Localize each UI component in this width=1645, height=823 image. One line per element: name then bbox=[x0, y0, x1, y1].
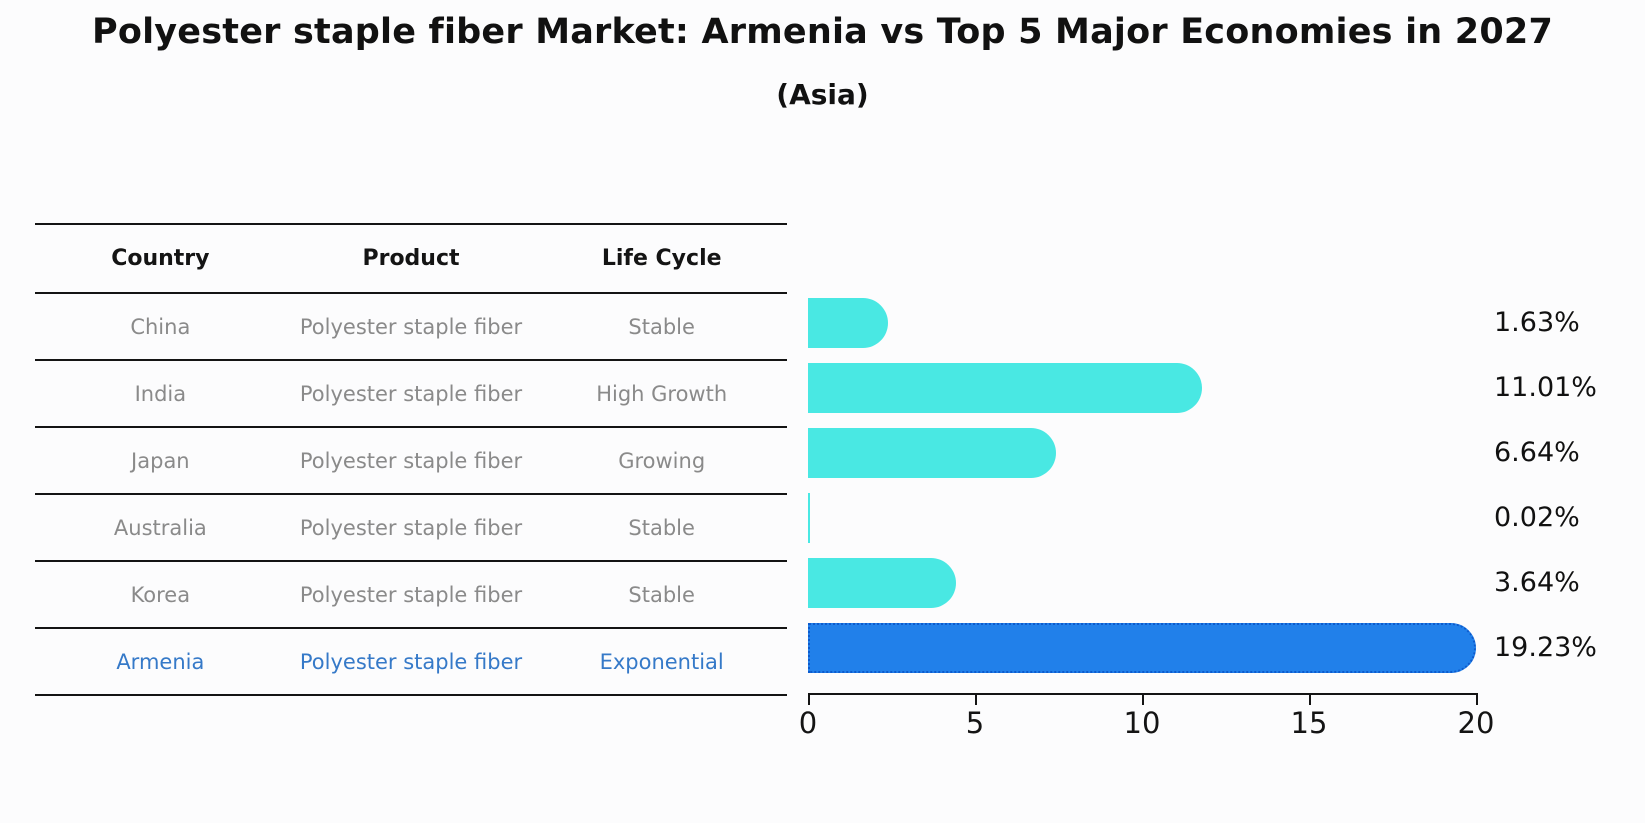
table-body: China Polyester staple fiber Stable Indi… bbox=[35, 294, 787, 696]
table-header-row: Country Product Life Cycle bbox=[35, 225, 787, 294]
cell-product: Polyester staple fiber bbox=[299, 448, 523, 473]
bar-india bbox=[808, 363, 1202, 413]
bar-japan bbox=[808, 428, 1056, 478]
column-header-life-cycle: Life Cycle bbox=[601, 246, 722, 271]
cell-product: Polyester staple fiber bbox=[299, 649, 523, 674]
country-table: Country Product Life Cycle China Polyest… bbox=[35, 223, 787, 696]
table-row: China Polyester staple fiber Stable bbox=[35, 294, 787, 361]
value-label-korea: 3.64% bbox=[1494, 567, 1580, 598]
value-label-china: 1.63% bbox=[1494, 307, 1580, 338]
value-label-japan: 6.64% bbox=[1494, 437, 1580, 468]
chart-subtitle: (Asia) bbox=[776, 78, 869, 111]
column-header-country: Country bbox=[111, 246, 210, 271]
cell-country: India bbox=[134, 381, 187, 406]
x-tick-label-10: 10 bbox=[1123, 706, 1161, 740]
cell-life-cycle: Stable bbox=[628, 582, 695, 607]
table-row: Japan Polyester staple fiber Growing bbox=[35, 428, 787, 495]
x-tick-mark-0 bbox=[808, 693, 810, 705]
table-row: Korea Polyester staple fiber Stable bbox=[35, 562, 787, 629]
cell-life-cycle: Growing bbox=[618, 448, 706, 473]
table-row: India Polyester staple fiber High Growth bbox=[35, 361, 787, 428]
chart-title: Polyester staple fiber Market: Armenia v… bbox=[92, 12, 1553, 52]
cell-life-cycle: High Growth bbox=[596, 381, 728, 406]
bar-china bbox=[808, 298, 889, 348]
bar-australia bbox=[808, 493, 810, 543]
x-tick-label-0: 0 bbox=[798, 706, 818, 740]
x-tick-mark-20 bbox=[1476, 693, 1478, 705]
cell-country: Korea bbox=[130, 582, 191, 607]
table-row: Armenia Polyester staple fiber Exponenti… bbox=[35, 629, 787, 696]
cell-product: Polyester staple fiber bbox=[299, 515, 523, 540]
x-tick-label-15: 15 bbox=[1290, 706, 1328, 740]
bar-armenia bbox=[808, 623, 1477, 673]
table-row: Australia Polyester staple fiber Stable bbox=[35, 495, 787, 562]
x-tick-mark-5 bbox=[975, 693, 977, 705]
x-tick-mark-10 bbox=[1142, 693, 1144, 705]
cell-country: Japan bbox=[131, 448, 190, 473]
x-tick-mark-15 bbox=[1309, 693, 1311, 705]
bar-korea bbox=[808, 558, 956, 608]
cell-life-cycle: Exponential bbox=[599, 649, 724, 674]
value-label-armenia: 19.23% bbox=[1494, 632, 1597, 663]
value-label-australia: 0.02% bbox=[1494, 502, 1580, 533]
cell-country: Armenia bbox=[116, 649, 205, 674]
cell-country: Australia bbox=[113, 515, 207, 540]
cell-life-cycle: Stable bbox=[628, 314, 695, 339]
cell-life-cycle: Stable bbox=[628, 515, 695, 540]
x-tick-label-5: 5 bbox=[965, 706, 985, 740]
x-tick-label-20: 20 bbox=[1457, 706, 1495, 740]
column-header-product: Product bbox=[362, 246, 460, 271]
cell-product: Polyester staple fiber bbox=[299, 582, 523, 607]
cell-country: China bbox=[130, 314, 191, 339]
cell-product: Polyester staple fiber bbox=[299, 314, 523, 339]
cell-product: Polyester staple fiber bbox=[299, 381, 523, 406]
value-label-india: 11.01% bbox=[1494, 372, 1597, 403]
